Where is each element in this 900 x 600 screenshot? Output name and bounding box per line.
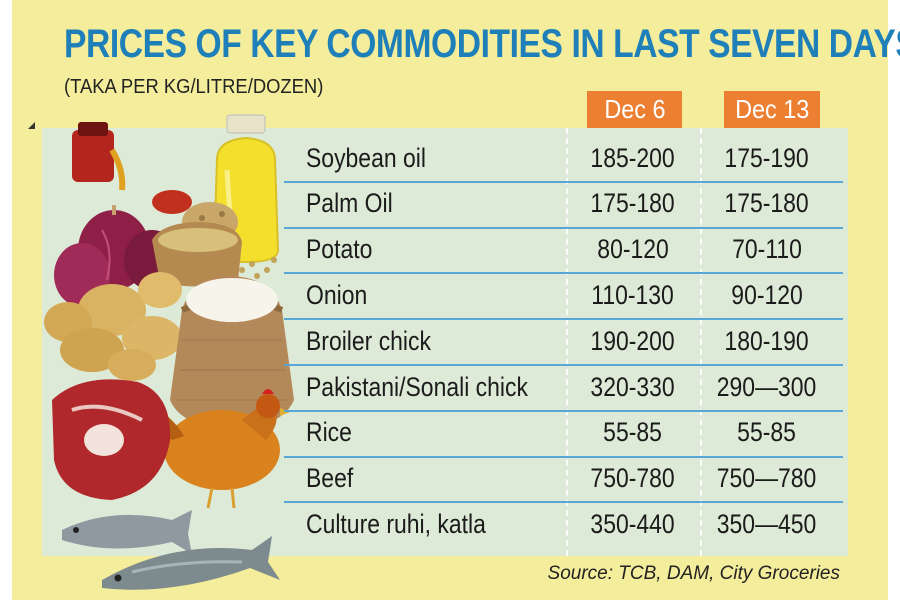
price-value: 750—780: [717, 463, 817, 494]
price-value: 320-330: [590, 371, 676, 402]
beef-icon: [52, 379, 171, 500]
rice-sack-icon: [170, 276, 294, 428]
price-value: 175-180: [724, 188, 810, 219]
row-divider: [284, 226, 843, 229]
price-dec6: 320-330: [566, 365, 700, 409]
price-dec13: 175-180: [700, 182, 834, 226]
source-note: Source: TCB, DAM, City Groceries: [547, 563, 840, 584]
right-margin: [888, 0, 900, 600]
left-margin: [0, 0, 12, 600]
row-divider: [284, 318, 843, 321]
chart-title: PRICES OF KEY COMMODITIES IN LAST SEVEN …: [64, 22, 900, 66]
commodity-label: Beef: [306, 463, 354, 494]
column-header-label: Dec 6: [603, 94, 666, 124]
price-dec6: 750-780: [566, 457, 700, 501]
commodity-name: Potato: [306, 228, 384, 272]
column-header-dec13: Dec 13: [724, 91, 820, 128]
row-divider: [284, 180, 843, 183]
corner-marker: [28, 122, 35, 129]
commodity-label: Broiler chick: [306, 325, 431, 356]
row-divider: [284, 501, 843, 504]
price-dec13: 55-85: [700, 411, 834, 455]
column-separator: [566, 128, 568, 556]
commodity-name: Beef: [306, 457, 362, 501]
row-divider: [284, 455, 843, 458]
price-value: 350-440: [590, 508, 676, 539]
row-divider: [284, 409, 843, 412]
price-value: 350—450: [717, 508, 817, 539]
potato-icon: [44, 272, 182, 381]
commodity-name: Pakistani/Sonali chick: [306, 365, 567, 409]
price-value: 175-190: [724, 142, 810, 173]
price-dec6: 110-130: [566, 273, 700, 317]
column-header-dec6: Dec 6: [587, 91, 682, 128]
commodity-label: Rice: [306, 417, 352, 448]
price-value: 55-85: [603, 417, 663, 448]
commodity-label: Palm Oil: [306, 188, 393, 219]
commodity-label: Pakistani/Sonali chick: [306, 371, 528, 402]
price-dec13: 175-190: [700, 136, 834, 180]
column-separator: [700, 128, 702, 556]
price-value: 750-780: [590, 463, 676, 494]
price-value: 175-180: [590, 188, 676, 219]
price-value: 110-130: [591, 279, 675, 310]
price-value: 90-120: [731, 279, 803, 310]
commodity-label: Potato: [306, 234, 373, 265]
price-dec13: 70-110: [700, 228, 834, 272]
price-dec6: 185-200: [566, 136, 700, 180]
price-value: 290—300: [717, 371, 817, 402]
price-dec6: 175-180: [566, 182, 700, 226]
price-value: 70-110: [732, 234, 802, 265]
price-dec13: 90-120: [700, 273, 834, 317]
price-value: 80-120: [597, 234, 669, 265]
price-dec13: 180-190: [700, 319, 834, 363]
oil-bottle-icon: [72, 122, 126, 191]
food-illustration: [44, 114, 294, 590]
price-dec6: 350-440: [566, 502, 700, 546]
price-dec13: 350—450: [700, 502, 834, 546]
column-header-label: Dec 13: [734, 94, 810, 124]
fish-icon: [62, 510, 280, 590]
price-dec13: 750—780: [700, 457, 834, 501]
chart-subtitle: (TAKA PER KG/LITRE/DOZEN): [64, 76, 324, 98]
price-value: 190-200: [590, 325, 676, 356]
commodity-name: Rice: [306, 411, 360, 455]
commodity-name: Soybean oil: [306, 136, 447, 180]
commodity-name: Palm Oil: [306, 182, 408, 226]
row-divider: [284, 364, 843, 366]
price-dec6: 190-200: [566, 319, 700, 363]
price-dec13: 290—300: [700, 365, 834, 409]
row-divider: [284, 272, 843, 275]
commodity-name: Broiler chick: [306, 319, 453, 363]
lentil-sack-icon: [152, 222, 277, 287]
price-dec6: 55-85: [566, 411, 700, 455]
commodity-label: Soybean oil: [306, 142, 426, 173]
price-value: 185-200: [590, 142, 676, 173]
commodity-name: Culture ruhi, katla: [306, 502, 518, 546]
commodity-name: Onion: [306, 273, 378, 317]
price-value: 55-85: [737, 417, 797, 448]
chicken-icon: [158, 389, 290, 509]
commodity-label: Culture ruhi, katla: [306, 508, 486, 539]
commodity-label: Onion: [306, 279, 368, 310]
price-value: 180-190: [724, 325, 810, 356]
price-dec6: 80-120: [566, 228, 700, 272]
